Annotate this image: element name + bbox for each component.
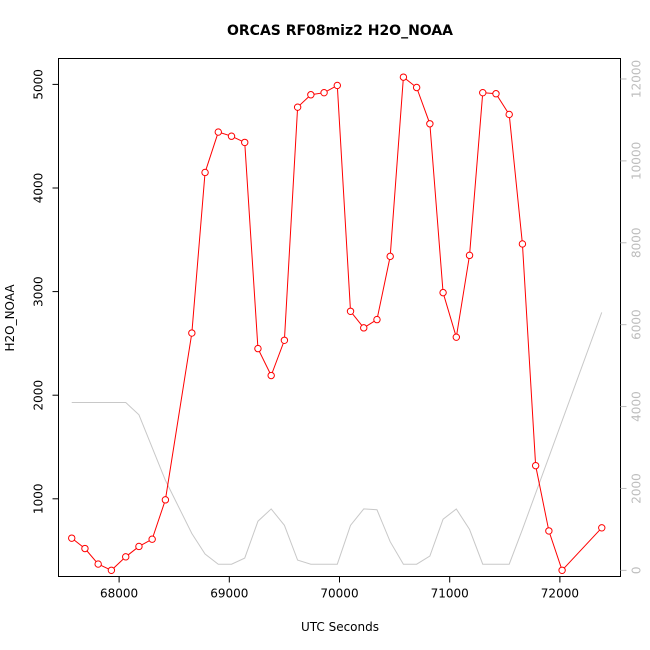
x-tick-label: 71000 [431,587,469,601]
y-tick-label: 4000 [32,173,46,204]
data-point [373,315,381,324]
data-point [161,496,170,504]
data-point [280,336,289,344]
data-point [386,252,394,261]
y-tick-label: 2000 [32,380,46,411]
data-point [360,324,368,332]
data-point [293,103,302,111]
y2-tick-label: 10000 [630,142,644,180]
x-tick-label: 68000 [100,587,138,601]
series-secondary [71,312,603,565]
data-point [465,251,474,260]
data-point [439,288,447,297]
axis-left: 1000 2000 3000 4000 5000 [32,69,59,514]
y-tick-label: 3000 [32,276,46,307]
data-point [254,344,262,353]
y-tick-label: 1000 [32,484,46,515]
data-point [122,553,130,561]
data-point [492,90,500,98]
data-point [307,91,315,99]
series-secondary-line [71,312,603,565]
data-point [214,128,222,136]
data-point [545,527,553,535]
y-axis-label: H2O_NOAA [3,284,17,352]
y2-tick-label: 0 [630,567,644,575]
axis-right: 0 2000 4000 6000 8000 10000 12000 [620,60,644,575]
data-point [188,329,196,337]
x-axis-label: UTC Seconds [301,620,379,634]
x-tick-label: 69000 [210,587,248,601]
series-primary-line [71,76,603,572]
data-point [531,461,540,470]
data-point [399,73,408,81]
axis-bottom: 68000 69000 70000 71000 72000 [100,576,579,601]
y2-tick-label: 12000 [630,60,644,98]
data-point [320,88,328,97]
data-point [227,132,236,140]
data-point [94,560,102,568]
plot-frame [58,58,621,577]
chart-title: ORCAS RF08miz2 H2O_NOAA [227,23,453,39]
y2-tick-label: 2000 [630,473,644,504]
data-point [81,544,89,553]
data-point [479,88,487,97]
data-point [68,534,76,542]
data-point [148,535,156,543]
data-point [518,240,527,248]
data-point [201,168,209,177]
y2-tick-label: 4000 [630,391,644,422]
data-point [241,138,249,147]
data-point [267,371,275,380]
data-point [333,81,341,90]
data-point [598,524,606,532]
y2-tick-label: 6000 [630,309,644,340]
data-point [452,333,461,341]
y-tick-label: 5000 [32,69,46,100]
data-point [426,120,434,128]
data-point [505,110,513,119]
data-point [412,83,421,92]
y2-tick-label: 8000 [630,227,644,258]
data-point [107,566,116,574]
data-point [135,542,143,551]
x-tick-label: 70000 [320,587,358,601]
series-primary [68,73,606,574]
x-tick-label: 72000 [541,587,579,601]
data-point [558,566,566,574]
data-point [346,307,355,315]
